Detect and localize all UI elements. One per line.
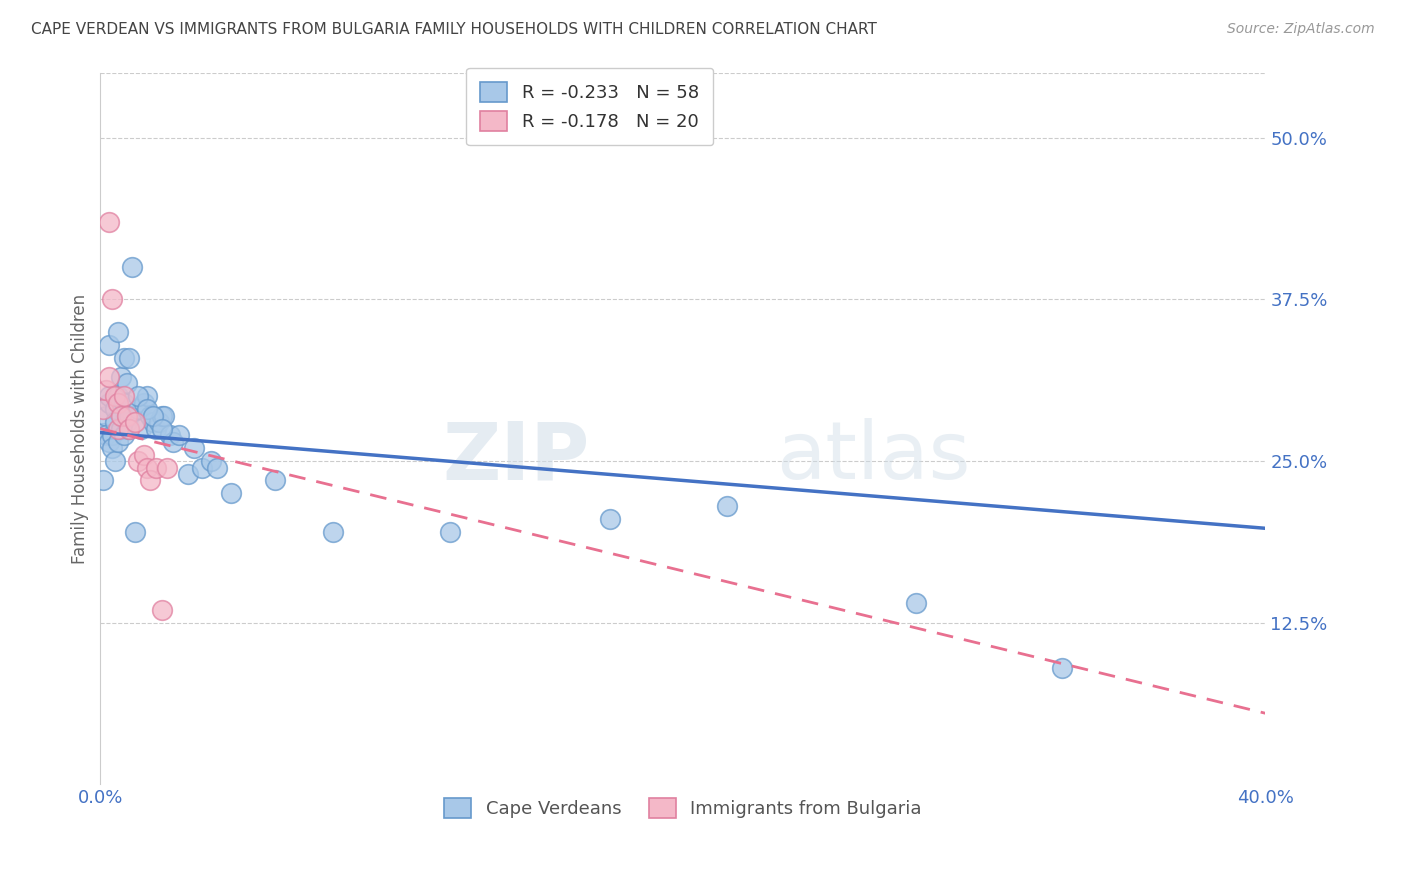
Point <box>148 415 170 429</box>
Point <box>132 448 155 462</box>
Point <box>183 441 205 455</box>
Point <box>167 428 190 442</box>
Point <box>98 215 121 229</box>
Point <box>205 460 228 475</box>
Point <box>110 409 132 423</box>
Text: Source: ZipAtlas.com: Source: ZipAtlas.com <box>1227 22 1375 37</box>
Point <box>121 260 143 274</box>
Point <box>98 434 121 449</box>
Point <box>139 409 162 423</box>
Point <box>142 409 165 423</box>
Point <box>101 293 124 307</box>
Point <box>221 486 243 500</box>
Point <box>118 422 141 436</box>
Point <box>91 474 114 488</box>
Point <box>145 460 167 475</box>
Point <box>115 415 138 429</box>
Point <box>439 525 461 540</box>
Point <box>96 428 118 442</box>
Point <box>159 428 181 442</box>
Point <box>101 428 124 442</box>
Point <box>104 415 127 429</box>
Point <box>107 389 129 403</box>
Point <box>107 325 129 339</box>
Point <box>104 454 127 468</box>
Point <box>98 370 121 384</box>
Point <box>118 351 141 365</box>
Point <box>112 396 135 410</box>
Point <box>107 422 129 436</box>
Point <box>98 389 121 403</box>
Point <box>177 467 200 481</box>
Point <box>153 409 176 423</box>
Point <box>101 441 124 455</box>
Point <box>191 460 214 475</box>
Point <box>96 383 118 397</box>
Point <box>150 603 173 617</box>
Point <box>104 389 127 403</box>
Point <box>112 389 135 403</box>
Point <box>136 389 159 403</box>
Point <box>112 428 135 442</box>
Text: ZIP: ZIP <box>443 418 589 496</box>
Legend: Cape Verdeans, Immigrants from Bulgaria: Cape Verdeans, Immigrants from Bulgaria <box>437 791 929 825</box>
Text: atlas: atlas <box>776 418 970 496</box>
Point <box>156 460 179 475</box>
Point <box>127 454 149 468</box>
Point <box>200 454 222 468</box>
Point <box>127 402 149 417</box>
Point <box>716 500 738 514</box>
Point <box>110 422 132 436</box>
Point <box>104 402 127 417</box>
Point <box>150 409 173 423</box>
Y-axis label: Family Households with Children: Family Households with Children <box>72 293 89 564</box>
Point <box>110 370 132 384</box>
Point <box>124 415 146 429</box>
Point <box>107 434 129 449</box>
Point <box>91 402 114 417</box>
Point <box>904 596 927 610</box>
Point <box>115 376 138 391</box>
Text: CAPE VERDEAN VS IMMIGRANTS FROM BULGARIA FAMILY HOUSEHOLDS WITH CHILDREN CORRELA: CAPE VERDEAN VS IMMIGRANTS FROM BULGARIA… <box>31 22 877 37</box>
Point <box>264 474 287 488</box>
Point <box>139 474 162 488</box>
Point <box>124 525 146 540</box>
Point <box>129 422 152 436</box>
Point <box>162 434 184 449</box>
Point <box>91 425 114 440</box>
Point <box>118 422 141 436</box>
Point <box>118 409 141 423</box>
Point <box>136 460 159 475</box>
Point <box>132 396 155 410</box>
Point <box>150 422 173 436</box>
Point <box>115 409 138 423</box>
Point <box>112 351 135 365</box>
Point <box>127 389 149 403</box>
Point <box>599 512 621 526</box>
Point <box>142 415 165 429</box>
Point <box>98 337 121 351</box>
Point <box>107 396 129 410</box>
Point <box>98 396 121 410</box>
Point <box>1050 661 1073 675</box>
Point <box>322 525 344 540</box>
Point <box>96 409 118 423</box>
Point <box>136 402 159 417</box>
Point <box>145 422 167 436</box>
